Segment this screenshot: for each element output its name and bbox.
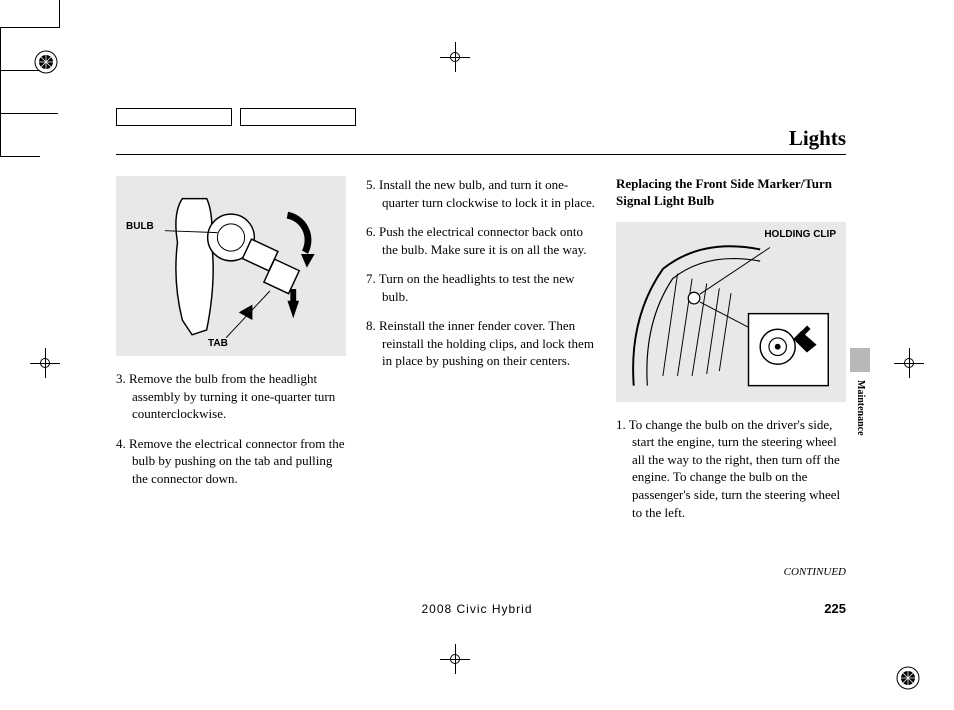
tab-box bbox=[116, 108, 232, 126]
figure-holding-clip: HOLDING CLIP bbox=[616, 222, 846, 402]
step-4: 4. Remove the electrical connector from … bbox=[116, 435, 346, 488]
bulb-diagram-svg bbox=[124, 184, 338, 349]
section-heading: Replacing the Front Side Marker/Turn Sig… bbox=[616, 176, 846, 210]
step-3: 3. Remove the bulb from the headlight as… bbox=[116, 370, 346, 423]
crop-mark bbox=[0, 71, 1, 113]
column-1: BULB TAB bbox=[116, 176, 346, 533]
side-section-label: Maintenance bbox=[855, 380, 866, 436]
step-8: 8. Reinstall the inner fender cover. The… bbox=[366, 317, 596, 370]
crop-mark bbox=[0, 28, 1, 70]
title-rule bbox=[116, 154, 846, 155]
header-tab-boxes bbox=[116, 108, 356, 126]
registration-mark-br bbox=[896, 666, 920, 690]
step-6: 6. Push the electrical connector back on… bbox=[366, 223, 596, 258]
continued-label: CONTINUED bbox=[784, 566, 846, 578]
figure-label-tab: TAB bbox=[208, 337, 228, 351]
step-5: 5. Install the new bulb, and turn it one… bbox=[366, 176, 596, 211]
crop-mark bbox=[0, 156, 40, 157]
registration-mark-tl bbox=[34, 50, 58, 74]
crosshair-left bbox=[30, 348, 60, 378]
content-area: BULB TAB bbox=[116, 176, 846, 533]
crosshair-bottom bbox=[440, 644, 470, 674]
crosshair-top bbox=[440, 42, 470, 72]
crop-mark bbox=[0, 114, 1, 156]
step-7: 7. Turn on the headlights to test the ne… bbox=[366, 270, 596, 305]
crop-mark bbox=[0, 0, 60, 28]
side-tab bbox=[850, 348, 870, 372]
figure-bulb-removal: BULB TAB bbox=[116, 176, 346, 356]
column-3: Replacing the Front Side Marker/Turn Sig… bbox=[616, 176, 846, 533]
crosshair-right bbox=[894, 348, 924, 378]
clip-diagram-svg bbox=[624, 230, 838, 395]
crop-mark bbox=[0, 113, 58, 114]
column-2: 5. Install the new bulb, and turn it one… bbox=[366, 176, 596, 533]
footer-model: 2008 Civic Hybrid bbox=[421, 602, 532, 616]
figure-label-bulb: BULB bbox=[126, 220, 154, 234]
page-title: Lights bbox=[789, 126, 846, 151]
tab-box bbox=[240, 108, 356, 126]
figure-label-holding-clip: HOLDING CLIP bbox=[764, 228, 836, 242]
step-1-marker: 1. To change the bulb on the driver's si… bbox=[616, 416, 846, 521]
page-number: 225 bbox=[824, 601, 846, 616]
